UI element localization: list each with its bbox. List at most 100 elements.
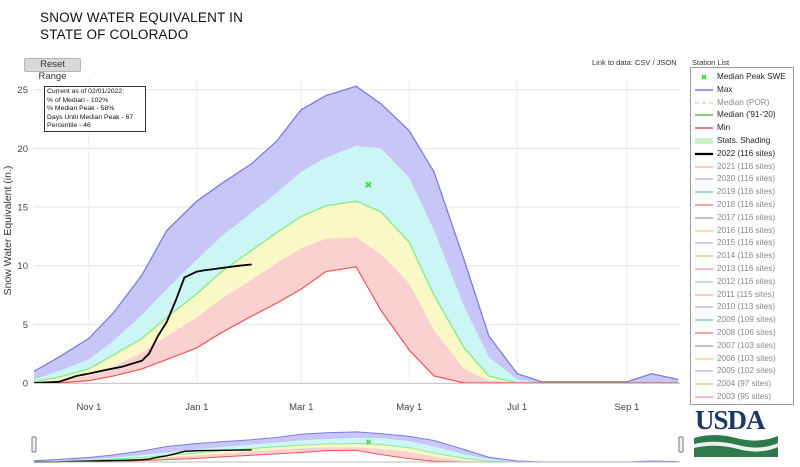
legend-symbol-icon — [695, 396, 713, 398]
legend-symbol-icon — [695, 165, 713, 168]
y-tick-label: 0 — [23, 379, 28, 390]
reset-range-button[interactable]: Reset Range — [24, 58, 81, 82]
legend-symbol-icon — [695, 345, 713, 347]
legend-symbol-icon — [695, 204, 713, 206]
legend-label: 2015 (116 sites) — [717, 238, 776, 248]
legend-item[interactable]: Stats. Shading — [691, 135, 793, 147]
legend-label: Min — [717, 123, 731, 133]
legend-item[interactable]: 2013 (116 sites) — [691, 263, 793, 275]
legend-label: 2017 (116 sites) — [717, 212, 776, 222]
legend-label: Stats. Shading — [717, 136, 771, 145]
usda-logo-wave-green-low — [694, 445, 778, 457]
nav-handle-right[interactable] — [678, 436, 684, 453]
legend-item[interactable]: 2012 (116 sites) — [691, 276, 793, 288]
legend-symbol-icon — [701, 74, 707, 80]
legend-symbol-icon — [695, 242, 713, 245]
legend-item[interactable]: 2019 (116 sites) — [691, 186, 793, 198]
legend-symbol-icon — [695, 101, 713, 104]
legend-label: 2008 (106 sites) — [717, 328, 776, 337]
stat-bands — [34, 86, 679, 383]
legend-item[interactable]: 2017 (116 sites) — [691, 212, 793, 224]
x-tick-label: Mar 1 — [289, 402, 313, 413]
legend-item[interactable]: 2005 (102 sites) — [691, 365, 793, 377]
legend-symbol-icon — [695, 293, 713, 296]
x-tick-label: Jul 1 — [507, 402, 527, 413]
legend-item[interactable]: 2007 (103 sites) — [691, 340, 793, 352]
legend-label: 2013 (116 sites) — [717, 264, 776, 273]
legend-label: 2021 (116 sites) — [717, 161, 776, 171]
station-list-link[interactable]: Station List — [692, 58, 730, 67]
y-tick-label: 15 — [17, 203, 28, 214]
legend-item[interactable]: Median Peak SWE — [691, 71, 793, 83]
legend-item[interactable]: 2020 (116 sites) — [691, 173, 793, 185]
legend-symbol-icon — [695, 332, 713, 334]
info-percentile: Percentile - 46 — [47, 122, 91, 130]
link-to-data[interactable]: Link to data: CSV / JSON — [592, 58, 677, 67]
legend-item[interactable]: Median ('91-'20) — [691, 109, 793, 121]
legend-item[interactable]: Min — [691, 122, 793, 134]
x-tick-label: Jan 1 — [185, 402, 208, 413]
usda-logo-text: USDA — [695, 405, 766, 435]
y-tick-label: 10 — [17, 261, 28, 272]
legend-label: 2020 (116 sites) — [717, 174, 776, 184]
nav-handle-left[interactable] — [31, 436, 37, 453]
legend-symbol-icon — [695, 255, 713, 257]
current-stats-box: Current as of 02/01/2022: % of Median - … — [44, 86, 146, 132]
legend-label: 2009 (109 sites) — [717, 315, 776, 325]
legend-item[interactable]: 2022 (116 sites) — [691, 148, 793, 160]
legend-item[interactable]: 2010 (113 sites) — [691, 301, 793, 313]
legend-label: 2018 (116 sites) — [717, 200, 776, 209]
info-days-until-peak: Days Until Median Peak - 67 — [47, 113, 134, 121]
legend-symbol-icon — [695, 319, 713, 321]
x-tick-label: Sep 1 — [614, 402, 639, 413]
y-axis-label: Snow Water Equivalent (in.) — [2, 166, 14, 296]
legend-item[interactable]: 2004 (97 sites) — [691, 378, 793, 390]
legend-item[interactable]: 2008 (106 sites) — [691, 327, 793, 339]
band-upper-to-median — [34, 146, 679, 383]
legend-label: 2006 (103 sites) — [717, 353, 776, 363]
legend-symbol-icon — [695, 229, 713, 232]
title-line-2: STATE OF COLORADO — [40, 27, 189, 42]
legend-symbol-icon — [695, 268, 713, 270]
info-percent-median: % of Median - 102% — [47, 96, 109, 104]
legend-item[interactable]: Max — [691, 84, 793, 96]
legend-symbol-icon — [695, 306, 713, 309]
legend-label: 2010 (113 sites) — [717, 302, 776, 312]
legend-symbol-icon — [695, 178, 713, 181]
legend-item[interactable]: 2021 (116 sites) — [691, 161, 793, 173]
range-navigator — [31, 431, 684, 463]
nav-median-peak-marker — [366, 439, 371, 445]
legend-label: 2005 (102 sites) — [717, 366, 776, 376]
legend-symbol-icon — [695, 89, 713, 91]
y-tick-label: 20 — [17, 144, 28, 155]
legend-label: 2012 (116 sites) — [717, 276, 776, 286]
title-line-1: SNOW WATER EQUIVALENT IN — [40, 10, 244, 25]
legend-item[interactable]: 2016 (116 sites) — [691, 225, 793, 237]
legend-item[interactable]: 2003 (95 sites) — [691, 391, 793, 403]
legend-label: 2007 (103 sites) — [717, 340, 776, 350]
legend-symbol-icon — [695, 138, 713, 144]
legend-item[interactable]: 2006 (103 sites) — [691, 353, 793, 365]
legend-item[interactable]: 2014 (116 sites) — [691, 250, 793, 262]
legend-symbol-icon — [695, 152, 713, 155]
legend-symbol-icon — [695, 191, 713, 193]
nav-current-line — [33, 449, 252, 463]
legend-item[interactable]: 2009 (109 sites) — [691, 314, 793, 326]
legend-label: 2019 (116 sites) — [717, 187, 776, 197]
legend-label: 2014 (116 sites) — [717, 251, 776, 261]
legend-item[interactable]: Median (POR) — [691, 97, 793, 109]
legend-symbol-icon — [695, 383, 713, 385]
legend-symbol-icon — [695, 357, 713, 360]
legend-label: 2022 (116 sites) — [717, 148, 776, 158]
y-axis: 0 5 10 15 20 25 Snow Water Equivalent (in.) — [2, 85, 28, 389]
legend-item[interactable]: 2018 (116 sites) — [691, 199, 793, 211]
y-tick-label: 25 — [17, 85, 28, 96]
x-axis: Nov 1 Jan 1 Mar 1 May 1 Jul 1 Sep 1 — [34, 383, 680, 413]
legend-symbol-icon — [695, 217, 713, 219]
chart-title: SNOW WATER EQUIVALENT IN STATE OF COLORA… — [40, 9, 243, 43]
legend-label: Median (POR) — [717, 97, 770, 107]
legend-item[interactable]: 2015 (116 sites) — [691, 237, 793, 249]
legend-symbol-icon — [695, 370, 713, 373]
legend-item[interactable]: 2011 (115 sites) — [691, 289, 793, 301]
legend-label: 2016 (116 sites) — [717, 225, 776, 235]
